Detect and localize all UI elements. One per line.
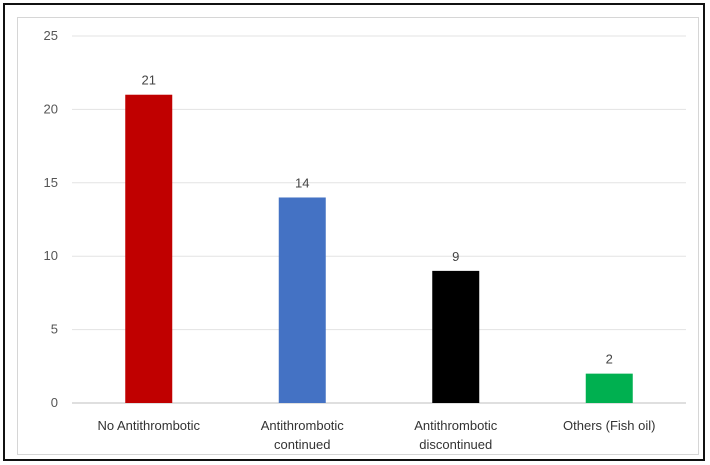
y-tick-label: 20	[44, 101, 58, 116]
y-tick-label: 25	[44, 28, 58, 43]
data-label: 21	[142, 73, 156, 88]
y-tick-label: 15	[44, 175, 58, 190]
data-label: 2	[606, 352, 613, 367]
bar	[125, 94, 173, 403]
category-label: discontinued	[419, 437, 492, 452]
bar	[278, 197, 326, 403]
category-label: No Antithrombotic	[97, 418, 200, 433]
gridlines	[72, 35, 686, 404]
y-tick-label: 0	[51, 395, 58, 410]
category-label: continued	[274, 437, 330, 452]
data-label: 14	[295, 175, 309, 190]
data-label: 9	[452, 249, 459, 264]
category-label: Antithrombotic	[414, 418, 498, 433]
y-tick-label: 5	[51, 322, 58, 337]
data-labels: 21 14 9 2	[142, 73, 613, 367]
x-axis-categories: No Antithrombotic Antithrombotic continued…	[97, 418, 655, 452]
y-axis-ticks: 0 5 10 15 20 25	[44, 28, 58, 410]
bar	[432, 270, 480, 403]
y-tick-label: 10	[44, 248, 58, 263]
category-label: Others (Fish oil)	[563, 418, 655, 433]
bar	[585, 373, 633, 403]
bars	[125, 94, 633, 403]
category-label: Antithrombotic	[261, 418, 345, 433]
